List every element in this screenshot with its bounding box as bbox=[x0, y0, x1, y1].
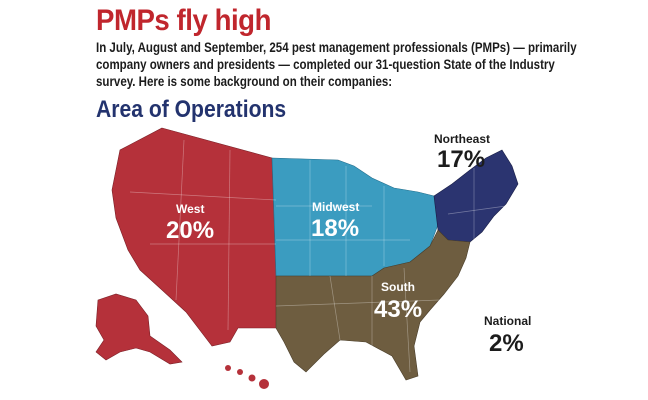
region-south-shape bbox=[275, 229, 471, 381]
value-midwest: 18% bbox=[311, 215, 359, 242]
intro-paragraph: In July, August and September, 254 pest … bbox=[96, 40, 577, 89]
value-national: 2% bbox=[489, 330, 524, 357]
label-south: South bbox=[381, 280, 415, 294]
headline: PMPs fly high bbox=[96, 4, 271, 37]
label-west: West bbox=[176, 202, 204, 216]
region-west-alaska-shape bbox=[95, 293, 183, 365]
region-west-hawaii-shape bbox=[225, 365, 269, 389]
section-title: Area of Operations bbox=[96, 96, 287, 123]
value-northeast: 17% bbox=[437, 146, 485, 173]
label-midwest: Midwest bbox=[312, 200, 359, 214]
state-boundaries bbox=[129, 139, 507, 373]
value-south: 43% bbox=[374, 296, 422, 323]
value-west: 20% bbox=[166, 217, 214, 244]
label-northeast: Northeast bbox=[434, 132, 490, 146]
label-national: National bbox=[484, 314, 531, 328]
